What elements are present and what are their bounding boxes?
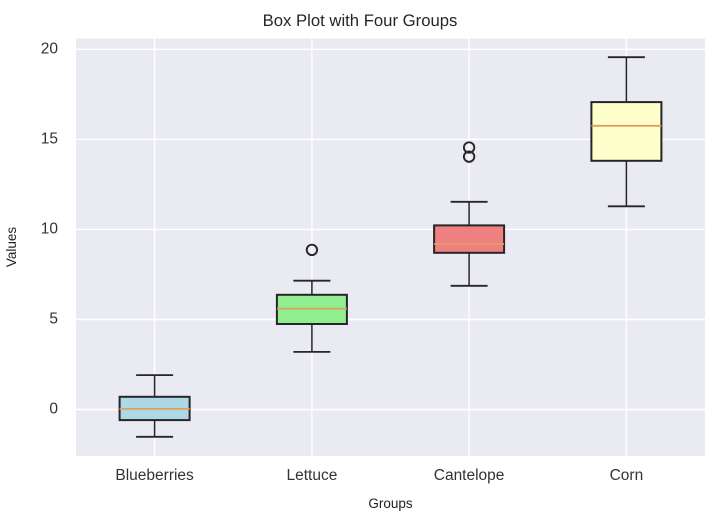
svg-text:Corn: Corn — [610, 467, 644, 484]
svg-text:15: 15 — [41, 130, 58, 147]
svg-text:Values: Values — [4, 227, 19, 268]
svg-text:5: 5 — [49, 311, 58, 328]
svg-text:Lettuce: Lettuce — [286, 467, 337, 484]
svg-text:20: 20 — [41, 40, 59, 57]
svg-text:0: 0 — [49, 401, 58, 418]
svg-text:Groups: Groups — [368, 496, 413, 511]
svg-text:Blueberries: Blueberries — [115, 467, 194, 484]
svg-text:Cantelope: Cantelope — [434, 467, 505, 484]
svg-text:10: 10 — [41, 220, 59, 237]
